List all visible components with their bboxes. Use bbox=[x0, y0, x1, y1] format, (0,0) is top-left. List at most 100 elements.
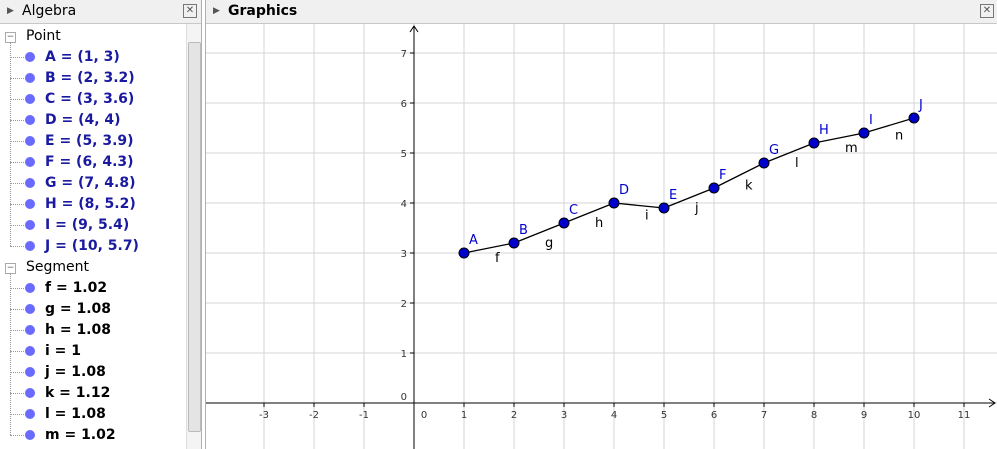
y-tick-label: 6 bbox=[401, 99, 407, 110]
algebra-view: ▶ Algebra ✕ − Point A = (1, 3) B = (2, 3.2)… bbox=[0, 0, 202, 449]
visibility-dot[interactable] bbox=[25, 157, 35, 167]
algebra-item[interactable]: J = (10, 5.7) bbox=[45, 238, 139, 254]
visibility-dot[interactable] bbox=[25, 430, 35, 440]
tree-line bbox=[10, 57, 24, 58]
algebra-item[interactable]: f = 1.02 bbox=[45, 280, 108, 296]
x-tick-label: 2 bbox=[511, 410, 517, 421]
visibility-dot[interactable] bbox=[25, 220, 35, 230]
visibility-dot[interactable] bbox=[25, 115, 35, 125]
scrollbar[interactable] bbox=[186, 24, 201, 449]
point[interactable] bbox=[808, 137, 820, 149]
y-tick-label: 5 bbox=[401, 149, 407, 160]
visibility-dot[interactable] bbox=[25, 409, 35, 419]
algebra-title: Algebra bbox=[22, 3, 77, 19]
point[interactable] bbox=[608, 197, 620, 209]
y-axis-arrow bbox=[409, 25, 419, 33]
plot-area[interactable]: -3 -2 -1 0 1 2 3 4 5 6 7 8 9 10 11 0 1 2 3 4 5 6 7 f g h i j k l m n A B C… bbox=[206, 24, 997, 449]
visibility-dot[interactable] bbox=[25, 304, 35, 314]
tree-line bbox=[10, 393, 24, 394]
point[interactable] bbox=[508, 237, 520, 249]
tree-line bbox=[10, 330, 24, 331]
tree-line bbox=[10, 120, 24, 121]
point-label: I bbox=[869, 113, 873, 128]
group-title: Point bbox=[26, 28, 61, 44]
segment bbox=[563, 202, 615, 224]
algebra-item[interactable]: m = 1.02 bbox=[45, 427, 116, 443]
algebra-item[interactable]: I = (9, 5.4) bbox=[45, 217, 130, 233]
scroll-thumb[interactable] bbox=[188, 42, 201, 432]
visibility-dot[interactable] bbox=[25, 199, 35, 209]
x-tick-label: 7 bbox=[761, 410, 767, 421]
algebra-item[interactable]: A = (1, 3) bbox=[45, 49, 120, 65]
tree-line bbox=[10, 78, 24, 79]
tree-line bbox=[10, 204, 24, 205]
visibility-dot[interactable] bbox=[25, 178, 35, 188]
segment bbox=[613, 202, 665, 209]
y-tick-label: 7 bbox=[401, 49, 407, 60]
tree-line bbox=[10, 309, 24, 310]
tree-line bbox=[10, 162, 24, 163]
segment-label: l bbox=[795, 156, 799, 171]
point[interactable] bbox=[708, 182, 720, 194]
x-tick-label: 1 bbox=[461, 410, 467, 421]
segment bbox=[463, 242, 515, 254]
segment-label: f bbox=[495, 251, 500, 266]
algebra-item[interactable]: H = (8, 5.2) bbox=[45, 196, 136, 212]
algebra-item[interactable]: j = 1.08 bbox=[45, 364, 106, 380]
tree-line bbox=[10, 273, 11, 435]
group-title: Segment bbox=[26, 259, 89, 275]
segment-label: h bbox=[595, 216, 603, 231]
algebra-item[interactable]: l = 1.08 bbox=[45, 406, 106, 422]
point[interactable] bbox=[908, 112, 920, 124]
visibility-dot[interactable] bbox=[25, 73, 35, 83]
tree-line bbox=[10, 414, 24, 415]
algebra-item[interactable]: C = (3, 3.6) bbox=[45, 91, 135, 107]
x-tick-label: -3 bbox=[259, 410, 269, 421]
close-button[interactable]: ✕ bbox=[183, 4, 197, 18]
segment bbox=[813, 132, 865, 144]
visibility-dot[interactable] bbox=[25, 283, 35, 293]
point[interactable] bbox=[658, 202, 670, 214]
tree-line bbox=[10, 42, 11, 246]
visibility-dot[interactable] bbox=[25, 325, 35, 335]
algebra-item[interactable]: g = 1.08 bbox=[45, 301, 112, 317]
visibility-dot[interactable] bbox=[25, 367, 35, 377]
close-button[interactable]: ✕ bbox=[980, 4, 994, 18]
algebra-item[interactable]: k = 1.12 bbox=[45, 385, 111, 401]
segment bbox=[713, 162, 765, 189]
algebra-item[interactable]: F = (6, 4.3) bbox=[45, 154, 134, 170]
tree-line bbox=[10, 435, 24, 436]
y-tick-label: 2 bbox=[401, 299, 407, 310]
point[interactable] bbox=[858, 127, 870, 139]
visibility-dot[interactable] bbox=[25, 136, 35, 146]
segment bbox=[863, 117, 915, 134]
x-tick-label: 9 bbox=[861, 410, 867, 421]
algebra-item[interactable]: G = (7, 4.8) bbox=[45, 175, 136, 191]
algebra-item[interactable]: B = (2, 3.2) bbox=[45, 70, 135, 86]
algebra-item[interactable]: h = 1.08 bbox=[45, 322, 111, 338]
collapse-arrow[interactable]: ▶ bbox=[213, 6, 220, 16]
point-label: C bbox=[569, 203, 578, 218]
y-tick-label: 1 bbox=[401, 349, 407, 360]
x-tick-label: 4 bbox=[611, 410, 617, 421]
x-tick-label: 0 bbox=[421, 410, 427, 421]
graphics-header: ▶ Graphics ✕ bbox=[206, 0, 997, 24]
point-label: G bbox=[769, 143, 779, 158]
visibility-dot[interactable] bbox=[25, 388, 35, 398]
visibility-dot[interactable] bbox=[25, 346, 35, 356]
algebra-item[interactable]: i = 1 bbox=[45, 343, 82, 359]
point[interactable] bbox=[458, 247, 470, 259]
algebra-item[interactable]: E = (5, 3.9) bbox=[45, 133, 134, 149]
tree-line bbox=[10, 351, 24, 352]
point[interactable] bbox=[758, 157, 770, 169]
y-tick-label: 0 bbox=[401, 392, 407, 403]
visibility-dot[interactable] bbox=[25, 94, 35, 104]
visibility-dot[interactable] bbox=[25, 241, 35, 251]
collapse-arrow[interactable]: ▶ bbox=[7, 6, 14, 16]
x-tick-label: -1 bbox=[359, 410, 369, 421]
x-axis-arrow bbox=[988, 398, 996, 408]
visibility-dot[interactable] bbox=[25, 52, 35, 62]
point[interactable] bbox=[558, 217, 570, 229]
algebra-item[interactable]: D = (4, 4) bbox=[45, 112, 121, 128]
